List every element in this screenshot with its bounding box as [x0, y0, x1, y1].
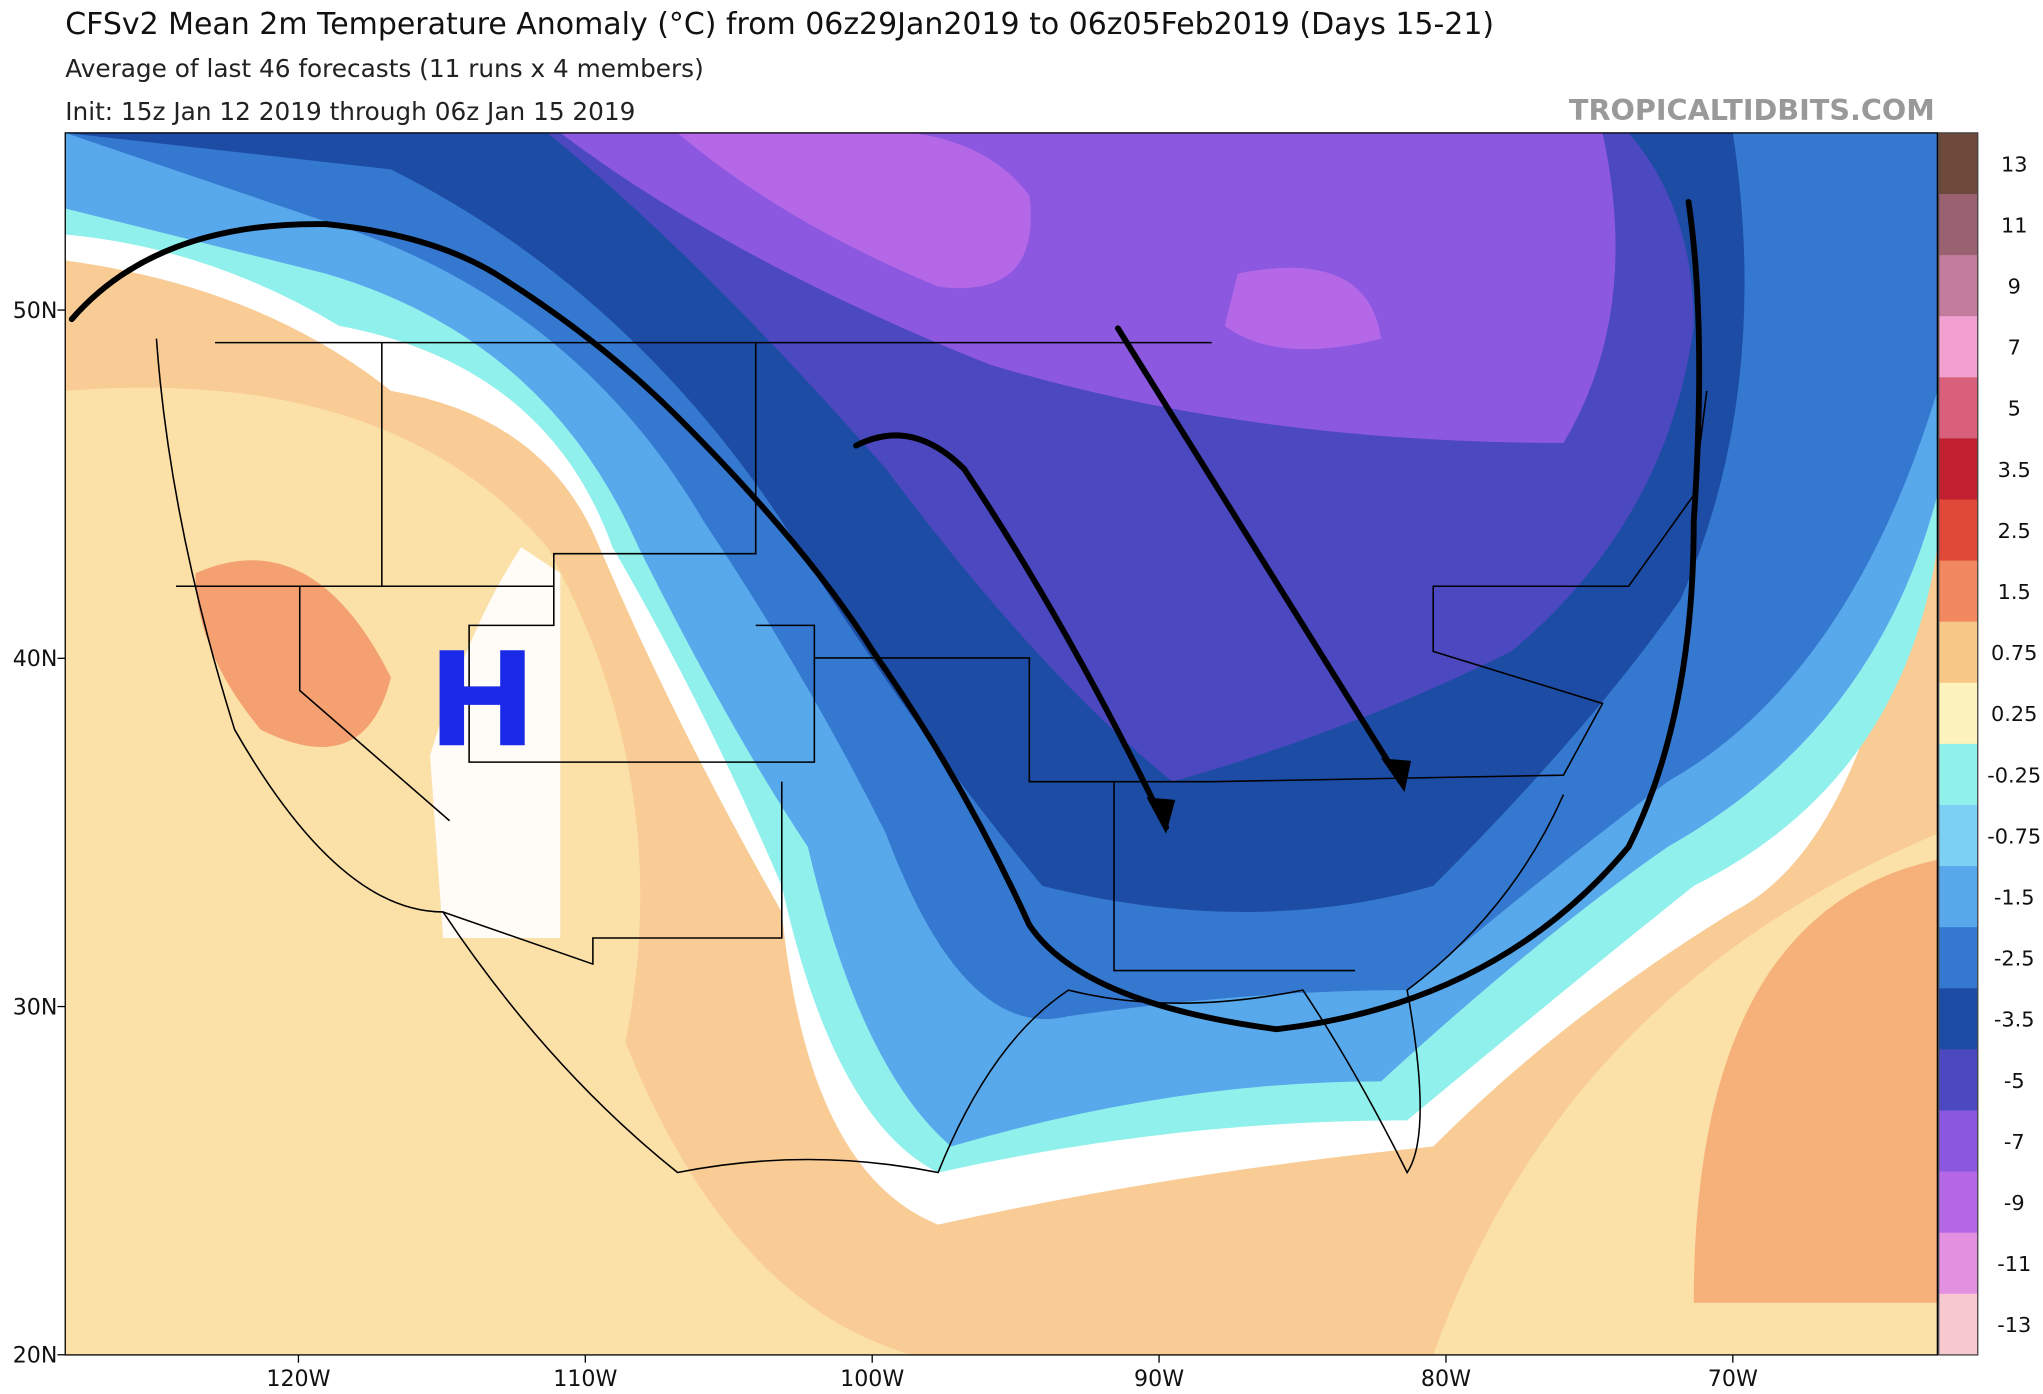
- colorbar-swatch: [1938, 1293, 1978, 1356]
- colorbar-label: 2.5: [1998, 519, 2031, 543]
- colorbar-swatch: [1938, 682, 1978, 745]
- colorbar-swatch: [1938, 621, 1978, 684]
- colorbar-swatch: [1938, 988, 1978, 1051]
- colorbar-swatch: [1938, 1049, 1978, 1112]
- colorbar-swatch: [1938, 193, 1978, 256]
- init-text: Init: 15z Jan 12 2019 through 06z Jan 15…: [65, 97, 635, 126]
- colorbar-label: 1.5: [1998, 580, 2031, 604]
- colorbar-swatch: [1938, 1171, 1978, 1234]
- map-field: H: [65, 132, 1938, 1355]
- colorbar-label: -7: [2004, 1130, 2025, 1154]
- subtitle: Average of last 46 forecasts (11 runs x …: [65, 54, 704, 83]
- lat-labels: 50N 40N 30N 20N: [13, 298, 66, 1369]
- colorbar-swatch: [1938, 927, 1978, 989]
- high-pressure-label: H: [428, 624, 537, 776]
- colorbar-swatch: [1938, 1232, 1978, 1295]
- colorbar-label: 13: [2001, 152, 2028, 176]
- colorbar-swatch: [1938, 499, 1978, 562]
- colorbar-swatch: [1938, 316, 1978, 378]
- colorbar-swatch: [1938, 1110, 1978, 1173]
- colorbar-swatch: [1938, 132, 1978, 195]
- colorbar-swatch: [1938, 560, 1978, 623]
- colorbar-frame: [1938, 132, 1979, 1356]
- colorbar-label: 9: [2008, 274, 2021, 298]
- colorbar-label: 7: [2008, 336, 2021, 360]
- colorbar-label: -3.5: [1994, 1008, 2035, 1032]
- map-frame: [64, 132, 1939, 1356]
- lon-label: 100W: [840, 1366, 904, 1392]
- colorbar-swatch: [1938, 377, 1978, 440]
- watermark: TROPICALTIDBITS.COM: [1569, 93, 1935, 127]
- colorbar-label: -13: [1997, 1313, 2031, 1337]
- colorbar-swatch: [1938, 866, 1978, 928]
- colorbar-swatch: [1938, 805, 1978, 867]
- lat-label: 30N: [13, 994, 58, 1020]
- colorbar-label: -9: [2004, 1191, 2025, 1215]
- lon-label: 80W: [1421, 1366, 1471, 1392]
- colorbar-swatch: [1938, 438, 1978, 501]
- colorbar-label: 11: [2001, 213, 2028, 237]
- colorbar-swatch: [1938, 255, 1978, 317]
- lon-label: 120W: [266, 1366, 330, 1392]
- colorbar-label: -2.5: [1994, 947, 2035, 971]
- lat-label: 20N: [13, 1343, 58, 1369]
- colorbar-label: 5: [2008, 397, 2021, 421]
- lon-label: 110W: [553, 1366, 617, 1392]
- colorbar-swatch: [1938, 743, 1978, 806]
- lon-labels: 120W 110W 100W 90W 80W 70W: [266, 1354, 1758, 1392]
- colorbar-label: -5: [2004, 1069, 2025, 1093]
- title: CFSv2 Mean 2m Temperature Anomaly (°C) f…: [65, 7, 1494, 42]
- colorbar-label: -0.25: [1987, 763, 2041, 787]
- colorbar-label: 0.25: [1991, 702, 2037, 726]
- colorbar-label: 3.5: [1998, 458, 2031, 482]
- lat-label: 40N: [13, 646, 58, 672]
- lat-label: 50N: [13, 298, 58, 324]
- colorbar: 13 11 9 7 5 3.5 2.5 1.5 0.75 0.25 -0.25 -0.75 -1.5 -2…: [1938, 132, 2041, 1356]
- lon-label: 90W: [1134, 1366, 1184, 1392]
- colorbar-label: 0.75: [1991, 641, 2037, 665]
- colorbar-label: -11: [1997, 1252, 2031, 1276]
- lon-label: 70W: [1708, 1366, 1758, 1392]
- colorbar-label: -0.75: [1987, 824, 2041, 848]
- colorbar-label: -1.5: [1994, 885, 2035, 909]
